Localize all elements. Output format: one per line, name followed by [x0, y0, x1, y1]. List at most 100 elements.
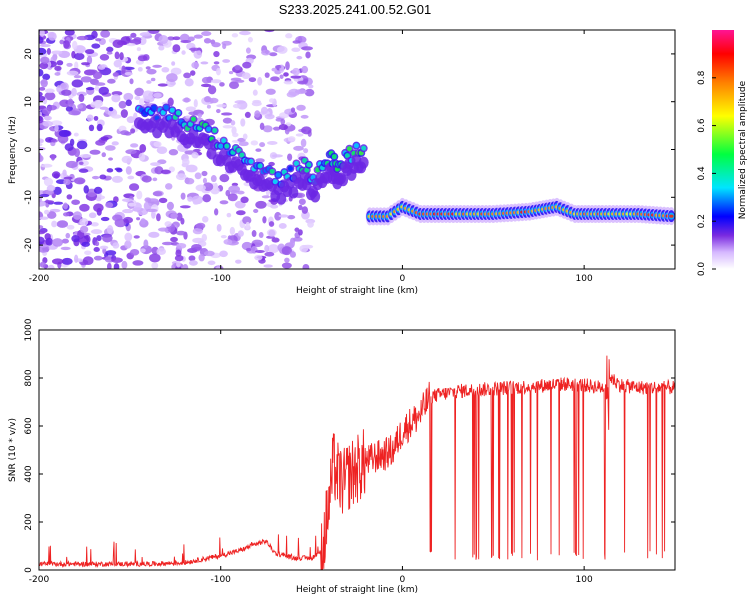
colorbar: 0.0 0.2 0.4 0.6 0.8 Normalized spectral ampl… — [697, 30, 748, 276]
noise-blob — [60, 246, 71, 251]
noise-blob — [56, 60, 64, 66]
noise-blob — [139, 32, 152, 37]
noise-blob — [216, 223, 222, 232]
ridge-core — [272, 179, 278, 185]
noise-blob — [242, 133, 248, 140]
noise-blob — [195, 184, 206, 192]
noise-blob — [44, 200, 55, 204]
noise-blob — [250, 140, 259, 146]
noise-blob — [297, 229, 303, 236]
noise-blob — [242, 61, 252, 69]
noise-blob — [128, 202, 137, 207]
noise-blob — [112, 39, 124, 48]
noise-blob — [292, 67, 301, 76]
noise-blob — [201, 170, 208, 177]
noise-blob — [130, 32, 137, 38]
noise-blob — [50, 138, 58, 143]
noise-blob — [301, 65, 309, 74]
ridge-halo — [288, 186, 299, 199]
noise-blob — [213, 61, 220, 65]
noise-blob — [126, 43, 136, 47]
noise-blob — [65, 105, 73, 112]
noise-blob — [145, 66, 151, 70]
noise-blob — [244, 111, 251, 119]
noise-blob — [228, 185, 241, 193]
noise-blob — [215, 67, 221, 76]
spectrogram-y-tick-label: 0 — [24, 146, 34, 152]
noise-blob — [242, 216, 252, 225]
noise-blob — [39, 216, 49, 220]
noise-blob — [262, 125, 273, 133]
noise-blob — [287, 153, 293, 161]
noise-blob — [277, 46, 288, 54]
noise-blob — [229, 226, 236, 236]
noise-blob — [185, 115, 191, 119]
noise-blob — [85, 87, 95, 91]
ridge-core — [248, 159, 254, 165]
noise-blob — [96, 235, 102, 242]
noise-blob — [264, 244, 270, 253]
spectrogram-x-tick-label: -200 — [29, 274, 50, 284]
noise-blob — [272, 126, 281, 131]
noise-blob — [40, 261, 46, 268]
noise-blob — [121, 155, 133, 164]
noise-blob — [245, 221, 250, 230]
noise-blob — [130, 248, 140, 256]
noise-blob — [140, 218, 146, 225]
spectrogram-y-axis: -20 -10 0 10 20 — [24, 48, 675, 252]
noise-blob — [53, 201, 64, 205]
noise-blob — [240, 196, 249, 204]
noise-blob — [296, 55, 303, 60]
noise-blob — [111, 114, 122, 119]
noise-blob — [96, 123, 103, 132]
noise-blob — [294, 89, 307, 95]
noise-blob — [113, 59, 122, 68]
noise-blob — [39, 36, 44, 44]
colorbar-tick-label: 0.4 — [697, 166, 707, 181]
noise-blob — [136, 217, 141, 221]
noise-blob — [90, 229, 103, 235]
noise-blob — [220, 234, 227, 239]
snr-y-tick-label: 0 — [24, 567, 34, 573]
noise-blob — [253, 208, 259, 214]
noise-blob — [143, 239, 149, 249]
noise-blob — [51, 258, 64, 265]
ridge-halo — [358, 156, 369, 169]
noise-blob — [54, 65, 62, 71]
ridge-core — [224, 143, 230, 149]
noise-blob — [222, 124, 234, 129]
noise-blob — [202, 194, 212, 203]
noise-blob — [290, 75, 302, 79]
noise-blob — [268, 98, 275, 103]
noise-blob — [240, 118, 246, 127]
noise-blob — [285, 33, 293, 39]
noise-blob — [301, 46, 314, 51]
noise-blob — [84, 49, 95, 55]
noise-blob — [102, 234, 113, 243]
noise-blob — [40, 78, 48, 88]
snr-y-tick-label: 800 — [24, 369, 34, 386]
noise-blob — [120, 109, 128, 118]
noise-blob — [66, 62, 73, 67]
snr-line — [39, 355, 675, 570]
ridge-core — [287, 165, 293, 171]
noise-blob — [93, 246, 100, 253]
noise-blob — [189, 47, 201, 51]
noise-blob — [174, 254, 184, 262]
noise-blob — [105, 202, 114, 208]
noise-blob — [255, 249, 265, 253]
noise-blob — [182, 263, 189, 269]
ridge-core — [160, 110, 166, 116]
noise-blob — [51, 220, 58, 228]
noise-blob — [74, 254, 79, 263]
noise-blob — [289, 251, 296, 258]
ridge-core — [151, 105, 157, 111]
noise-blob — [95, 38, 102, 42]
colorbar-gradient — [712, 30, 734, 269]
noise-blob — [66, 70, 79, 76]
snr-y-tick-label: 400 — [24, 465, 34, 482]
noise-blob — [300, 138, 307, 148]
band-core — [669, 214, 674, 218]
noise-blob — [65, 160, 78, 169]
noise-blob — [112, 214, 123, 222]
